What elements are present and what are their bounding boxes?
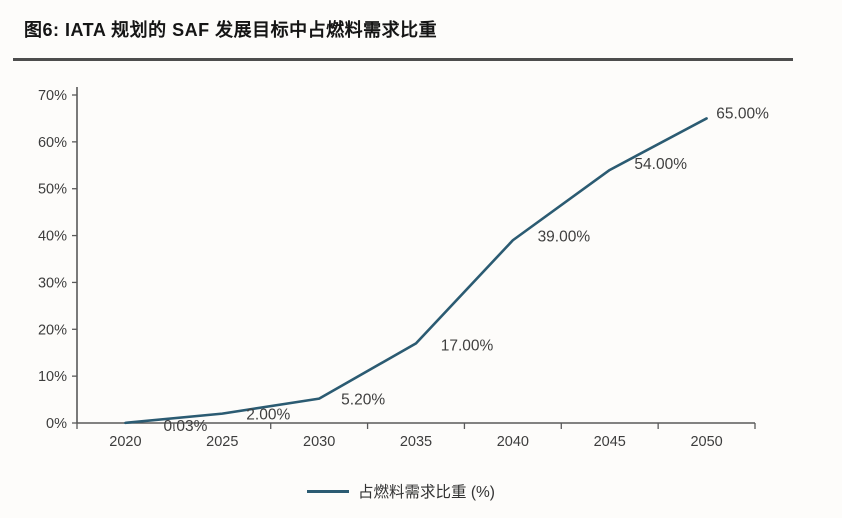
figure-title: 图6: IATA 规划的 SAF 发展目标中占燃料需求比重 xyxy=(24,20,438,40)
title-underline xyxy=(13,58,793,61)
x-tick-label: 2050 xyxy=(690,434,722,450)
data-label: 65.00% xyxy=(716,105,769,122)
y-tick-label: 20% xyxy=(38,322,67,338)
y-tick-label: 30% xyxy=(38,275,67,291)
legend-line-swatch xyxy=(307,489,350,493)
data-label: 5.20% xyxy=(341,392,385,409)
series-line xyxy=(124,117,708,425)
x-tick-label: 2025 xyxy=(206,434,238,450)
data-label: 17.00% xyxy=(441,337,494,354)
x-tick-label: 2035 xyxy=(400,434,432,450)
x-tick-label: 2030 xyxy=(303,434,335,450)
x-tick-label: 2045 xyxy=(594,434,626,450)
y-tick-label: 10% xyxy=(38,369,67,385)
y-tick-label: 0% xyxy=(46,416,67,432)
legend-label: 占燃料需求比重 (%) xyxy=(358,484,495,501)
x-tick-label: 2040 xyxy=(497,434,529,450)
legend: 占燃料需求比重 (%) xyxy=(0,480,802,502)
x-tick-label: 2020 xyxy=(109,434,141,450)
data-label: 39.00% xyxy=(538,228,591,245)
y-tick-label: 60% xyxy=(38,135,67,151)
y-tick-label: 70% xyxy=(38,88,67,104)
y-tick-label: 50% xyxy=(38,182,67,198)
data-label: 54.00% xyxy=(634,156,687,173)
data-label: 2.00% xyxy=(246,407,290,424)
data-label: 0.03% xyxy=(163,418,207,435)
y-tick-label: 40% xyxy=(38,229,67,245)
